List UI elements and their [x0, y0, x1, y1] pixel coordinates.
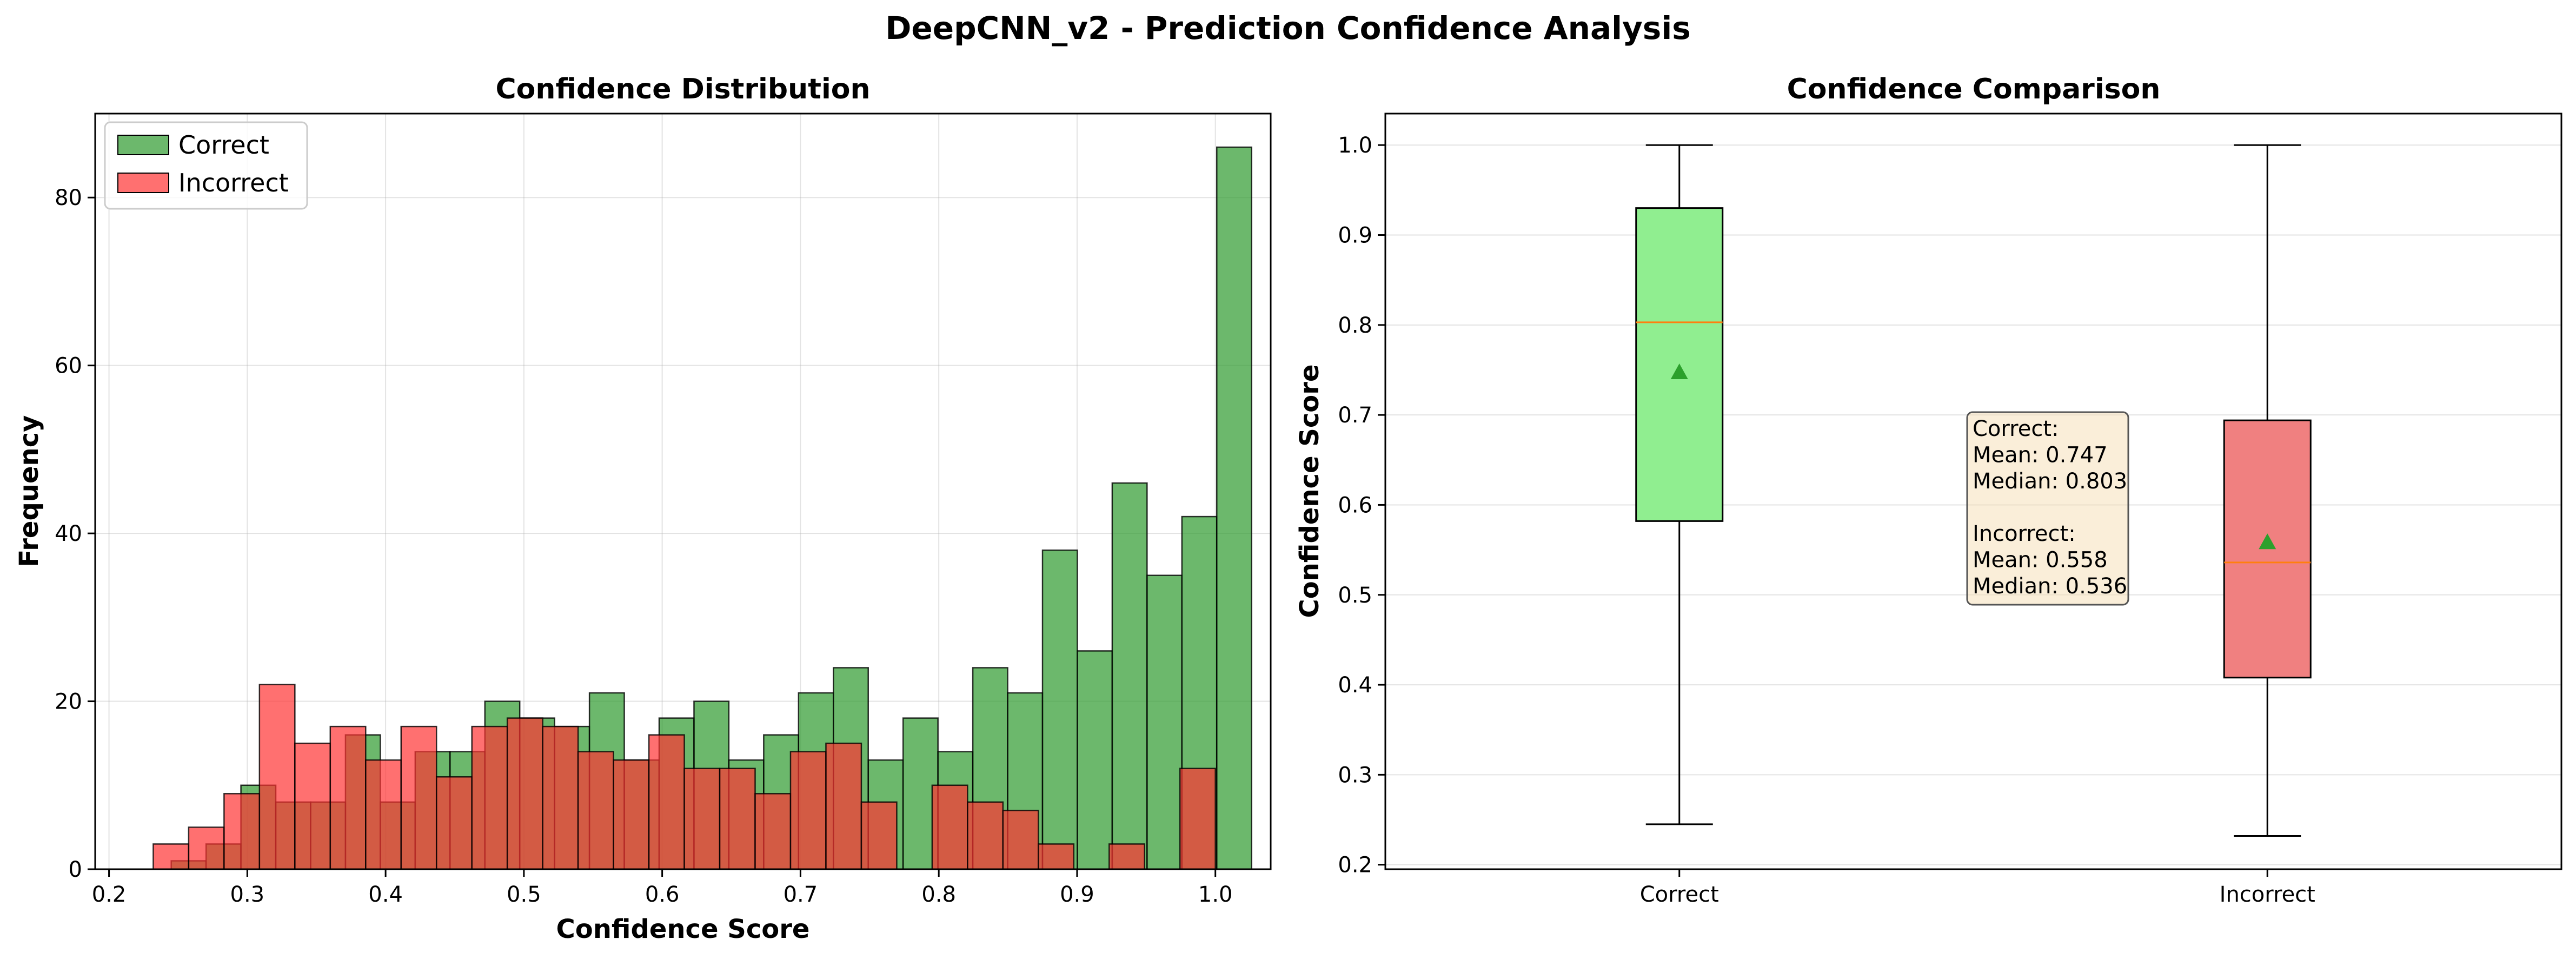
left-y-tick-label: 0: [69, 857, 82, 882]
left-y-tick-label: 20: [55, 690, 82, 715]
right-y-tick-label: 0.8: [1338, 313, 1372, 338]
incorrect-bar: [577, 751, 614, 870]
left-x-tick-label: 0.3: [230, 882, 265, 907]
left-x-axis-label: Confidence Score: [556, 914, 810, 944]
correct-bar: [1146, 574, 1183, 870]
incorrect-bar: [931, 784, 968, 870]
incorrect-bar: [613, 759, 650, 870]
left-x-tick-label: 0.6: [645, 882, 680, 907]
right-chart-title: Confidence Comparison: [1787, 73, 2161, 105]
left-chart-title: Confidence Distribution: [495, 73, 870, 105]
statistics-line: Correct:: [1973, 416, 2059, 441]
correct-bar: [1077, 650, 1113, 870]
incorrect-bar: [365, 759, 402, 870]
right-y-tick-label: 0.2: [1338, 853, 1372, 878]
left-x-tick-label: 0.4: [368, 882, 403, 907]
incorrect-bar: [223, 793, 261, 870]
statistics-annotation-frame: [1966, 411, 2129, 606]
incorrect-bar: [258, 684, 296, 870]
boxplots: [1635, 144, 2312, 837]
right-grid: [1385, 144, 2561, 865]
left-x-tick-label: 0.5: [507, 882, 541, 907]
incorrect-bar: [435, 776, 473, 870]
left-x-tick-label: 0.9: [1060, 882, 1094, 907]
incorrect-bar: [329, 725, 367, 870]
right-y-tick-label: 0.6: [1338, 493, 1372, 518]
incorrect-bar: [471, 725, 508, 870]
incorrect-bar: [1002, 810, 1039, 870]
right-y-axis-label: Confidence Score: [1294, 365, 1325, 618]
figure-title: DeepCNN_v2 - Prediction Confidence Analy…: [885, 10, 1690, 47]
left-y-tick-label: 60: [55, 354, 82, 379]
left-x-tick-label: 0.2: [92, 882, 127, 907]
right-y-tick-label: 0.3: [1338, 763, 1372, 788]
incorrect-bar: [648, 734, 685, 870]
incorrect-bar: [188, 826, 225, 870]
left-x-tick-label: 0.7: [784, 882, 818, 907]
right-y-tick-label: 0.7: [1338, 403, 1372, 428]
incorrect-bar: [542, 725, 579, 870]
incorrect-histogram-bars: [152, 684, 1216, 870]
incorrect-bar: [400, 725, 437, 870]
incorrect-bar: [294, 742, 331, 870]
legend-label-incorrect: Incorrect: [178, 168, 289, 197]
confidence-comparison-panel: Confidence Comparison 0.2 0.3 0.4 0.5 0.6 0.7…: [1294, 73, 2562, 907]
left-y-axis-label: Frequency: [14, 415, 44, 567]
right-y-tick-label: 0.9: [1338, 223, 1372, 248]
left-y-tick-label: 40: [55, 521, 82, 546]
incorrect-bar: [1179, 768, 1216, 870]
correct-bar: [1216, 146, 1252, 870]
legend-label-correct: Correct: [178, 130, 269, 160]
right-y-tick-label: 0.5: [1338, 583, 1372, 608]
right-axis-ticks: 0.2 0.3 0.4 0.5 0.6 0.7 0.8 0.9 1.0 Correct Incorr…: [1338, 133, 2315, 907]
right-y-tick-label: 0.4: [1338, 673, 1372, 698]
statistics-line: Median: 0.803: [1973, 469, 2127, 494]
left-x-tick-label: 0.8: [921, 882, 956, 907]
correct-bar: [1041, 549, 1078, 870]
incorrect-bar: [967, 801, 1004, 870]
histogram-legend: Correct Incorrect: [104, 121, 308, 210]
statistics-line: Median: 0.536: [1973, 574, 2127, 599]
incorrect-bar: [789, 751, 827, 870]
left-x-tick-label: 1.0: [1198, 882, 1233, 907]
mean-marker: [1670, 363, 1688, 379]
left-axis-ticks: 0.2 0.3 0.4 0.5 0.6 0.7 0.8 0.9 1.0 0 20 40 60 80: [55, 186, 1232, 907]
statistics-line: Mean: 0.558: [1973, 548, 2108, 573]
incorrect-bar: [506, 717, 543, 870]
right-y-tick-label: 1.0: [1338, 133, 1372, 158]
left-y-tick-label: 80: [55, 186, 82, 210]
incorrect-bar: [825, 742, 862, 870]
right-plot-frame: [1384, 113, 2562, 870]
incorrect-bar: [754, 793, 792, 870]
incorrect-bar: [860, 801, 898, 870]
legend-swatch-incorrect: [117, 173, 169, 193]
incorrect-bar: [1108, 843, 1145, 870]
statistics-line: Mean: 0.747: [1973, 443, 2108, 468]
incorrect-bar: [152, 843, 190, 870]
statistics-line: Incorrect:: [1973, 521, 2076, 546]
mean-marker: [2259, 533, 2276, 550]
incorrect-bar: [1038, 843, 1075, 870]
incorrect-bar: [683, 768, 721, 870]
left-plot-frame: [94, 113, 1272, 870]
correct-bar: [1111, 482, 1148, 870]
confidence-distribution-panel: Confidence Distribution 0.2 0.3 0.4 0.5 0.6 0…: [14, 73, 1272, 944]
legend-swatch-correct: [117, 135, 169, 155]
right-x-tick-label: Correct: [1640, 882, 1719, 907]
incorrect-bar: [719, 768, 756, 870]
right-x-tick-label: Incorrect: [2220, 882, 2315, 907]
